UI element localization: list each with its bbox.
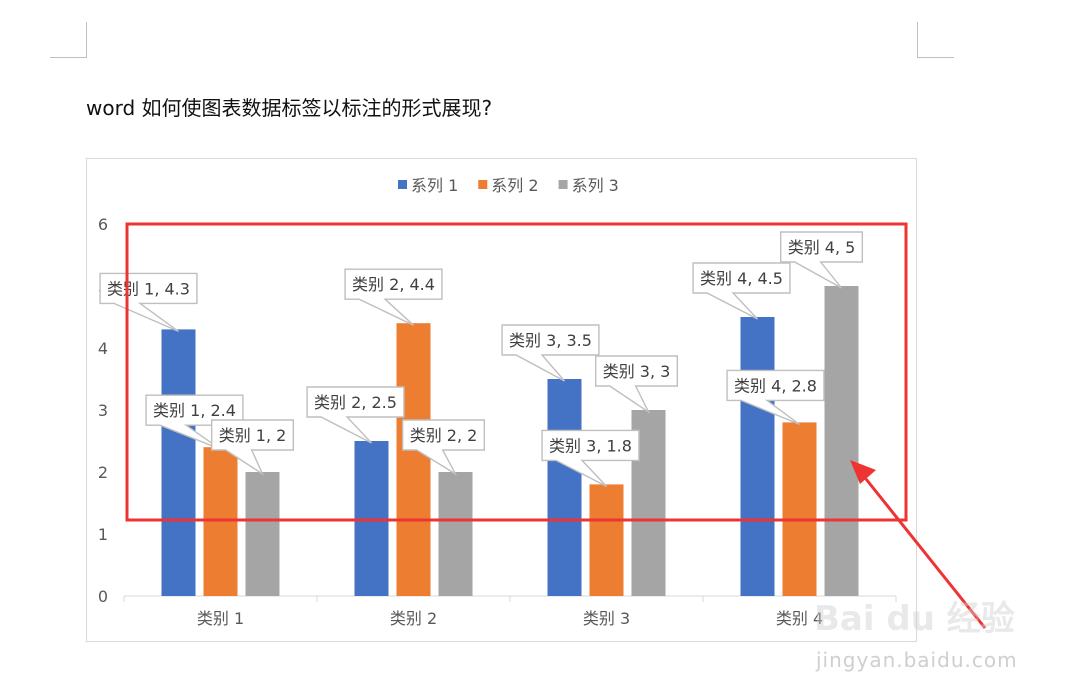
y-tick-label: 2 — [98, 463, 108, 482]
bar[interactable] — [203, 447, 238, 596]
y-tick-label: 1 — [98, 525, 108, 544]
watermark-url: jingyan.baidu.com — [816, 648, 1018, 672]
data-label-bubble — [344, 268, 443, 326]
data-label-text: 类别 4, 5 — [788, 238, 856, 257]
data-label-bubble — [306, 386, 405, 444]
bar[interactable] — [396, 323, 431, 596]
annotation-arrow-line — [860, 473, 987, 629]
data-label-callout[interactable]: 类别 4, 4.5 — [692, 262, 791, 320]
data-label-bubble — [501, 324, 600, 382]
crop-mark-top-left-horizontal — [50, 57, 87, 58]
data-label-text: 类别 1, 2.4 — [153, 401, 236, 420]
data-label-callout[interactable]: 类别 4, 5 — [779, 231, 864, 289]
bar[interactable] — [438, 472, 473, 596]
legend-swatch[interactable] — [558, 180, 568, 189]
legend: 系列 1 系列 2 系列 3 — [398, 176, 619, 195]
data-label-bubble — [726, 369, 825, 426]
bar[interactable] — [161, 329, 196, 596]
data-label-bubble — [210, 419, 295, 476]
baidu-watermark-logo: Bai du 经验 — [814, 599, 1015, 639]
y-tick-label: 3 — [98, 401, 108, 420]
data-label-callout[interactable]: 类别 1, 2 — [210, 419, 295, 476]
data-label-bubble — [145, 394, 244, 450]
data-label-text: 类别 2, 2 — [410, 426, 478, 445]
data-label-text: 类别 4, 2.8 — [734, 376, 817, 395]
data-label-callout[interactable]: 类别 2, 2 — [401, 419, 486, 476]
legend-swatch[interactable] — [398, 180, 407, 189]
x-tick-label: 类别 1 — [197, 609, 244, 628]
data-label-bubble — [779, 231, 864, 289]
data-label-callout[interactable]: 类别 3, 3.5 — [501, 324, 600, 382]
bar[interactable] — [589, 484, 624, 596]
data-label-bubble — [99, 272, 198, 333]
data-label-text: 类别 1, 2 — [219, 426, 287, 445]
bar[interactable] — [740, 317, 775, 596]
annotation-arrowhead — [850, 460, 876, 484]
x-tick-label: 类别 2 — [390, 609, 437, 628]
x-tick-label: 类别 4 — [776, 609, 823, 628]
bar[interactable] — [245, 472, 280, 596]
legend-label[interactable]: 系列 3 — [572, 176, 619, 195]
highlight-box — [125, 222, 908, 522]
data-label-text: 类别 3, 1.8 — [549, 436, 632, 455]
data-label-callouts: 类别 1, 4.3 类别 2, 2.5 类别 3, 3.5 类别 4, 4.5 类别 1… — [99, 231, 864, 488]
data-label-callout[interactable]: 类别 4, 2.8 — [726, 369, 825, 426]
bar[interactable] — [547, 379, 582, 596]
page-title: word 如何使图表数据标签以标注的形式展现? — [86, 96, 493, 120]
bar[interactable] — [824, 286, 859, 596]
data-label-text: 类别 3, 3.5 — [509, 331, 592, 350]
crop-mark-top-left-vertical — [86, 22, 87, 58]
crop-mark-top-right-vertical — [917, 22, 918, 58]
y-tick-label: 6 — [98, 215, 108, 234]
watermark-brand: Bai du 经验 — [814, 599, 1015, 639]
x-axis: 类别 1 类别 2 类别 3 类别 4 — [123, 595, 897, 628]
data-label-callout[interactable]: 类别 3, 1.8 — [541, 429, 640, 488]
data-label-text: 类别 1, 4.3 — [107, 279, 190, 298]
legend-label[interactable]: 系列 2 — [491, 176, 538, 195]
data-label-callout[interactable]: 类别 2, 4.4 — [344, 268, 443, 326]
y-tick-label: 0 — [98, 587, 108, 606]
data-label-bubble — [692, 262, 791, 320]
data-label-text: 类别 3, 3 — [603, 362, 671, 381]
data-label-bubble — [594, 355, 679, 415]
data-label-bubble — [541, 429, 640, 488]
legend-swatch[interactable] — [478, 180, 488, 189]
data-label-callout[interactable]: 类别 3, 3 — [594, 355, 679, 415]
data-label-callout[interactable]: 类别 1, 2.4 — [145, 394, 244, 450]
data-label-callout[interactable]: 类别 1, 4.3 — [99, 272, 198, 333]
data-label-text: 类别 4, 4.5 — [700, 269, 783, 288]
data-label-text: 类别 2, 2.5 — [314, 393, 397, 412]
annotation: Bai du 经验 — [125, 222, 1015, 639]
data-label-text: 类别 2, 4.4 — [352, 275, 435, 294]
data-label-bubble — [401, 419, 486, 476]
bar[interactable] — [782, 422, 817, 596]
data-label-callout[interactable]: 类别 2, 2.5 — [306, 386, 405, 444]
y-tick-label: 4 — [98, 339, 108, 358]
legend-label[interactable]: 系列 1 — [411, 176, 458, 195]
x-tick-label: 类别 3 — [583, 609, 630, 628]
crop-mark-top-right-horizontal — [917, 57, 954, 58]
bars — [161, 286, 859, 596]
